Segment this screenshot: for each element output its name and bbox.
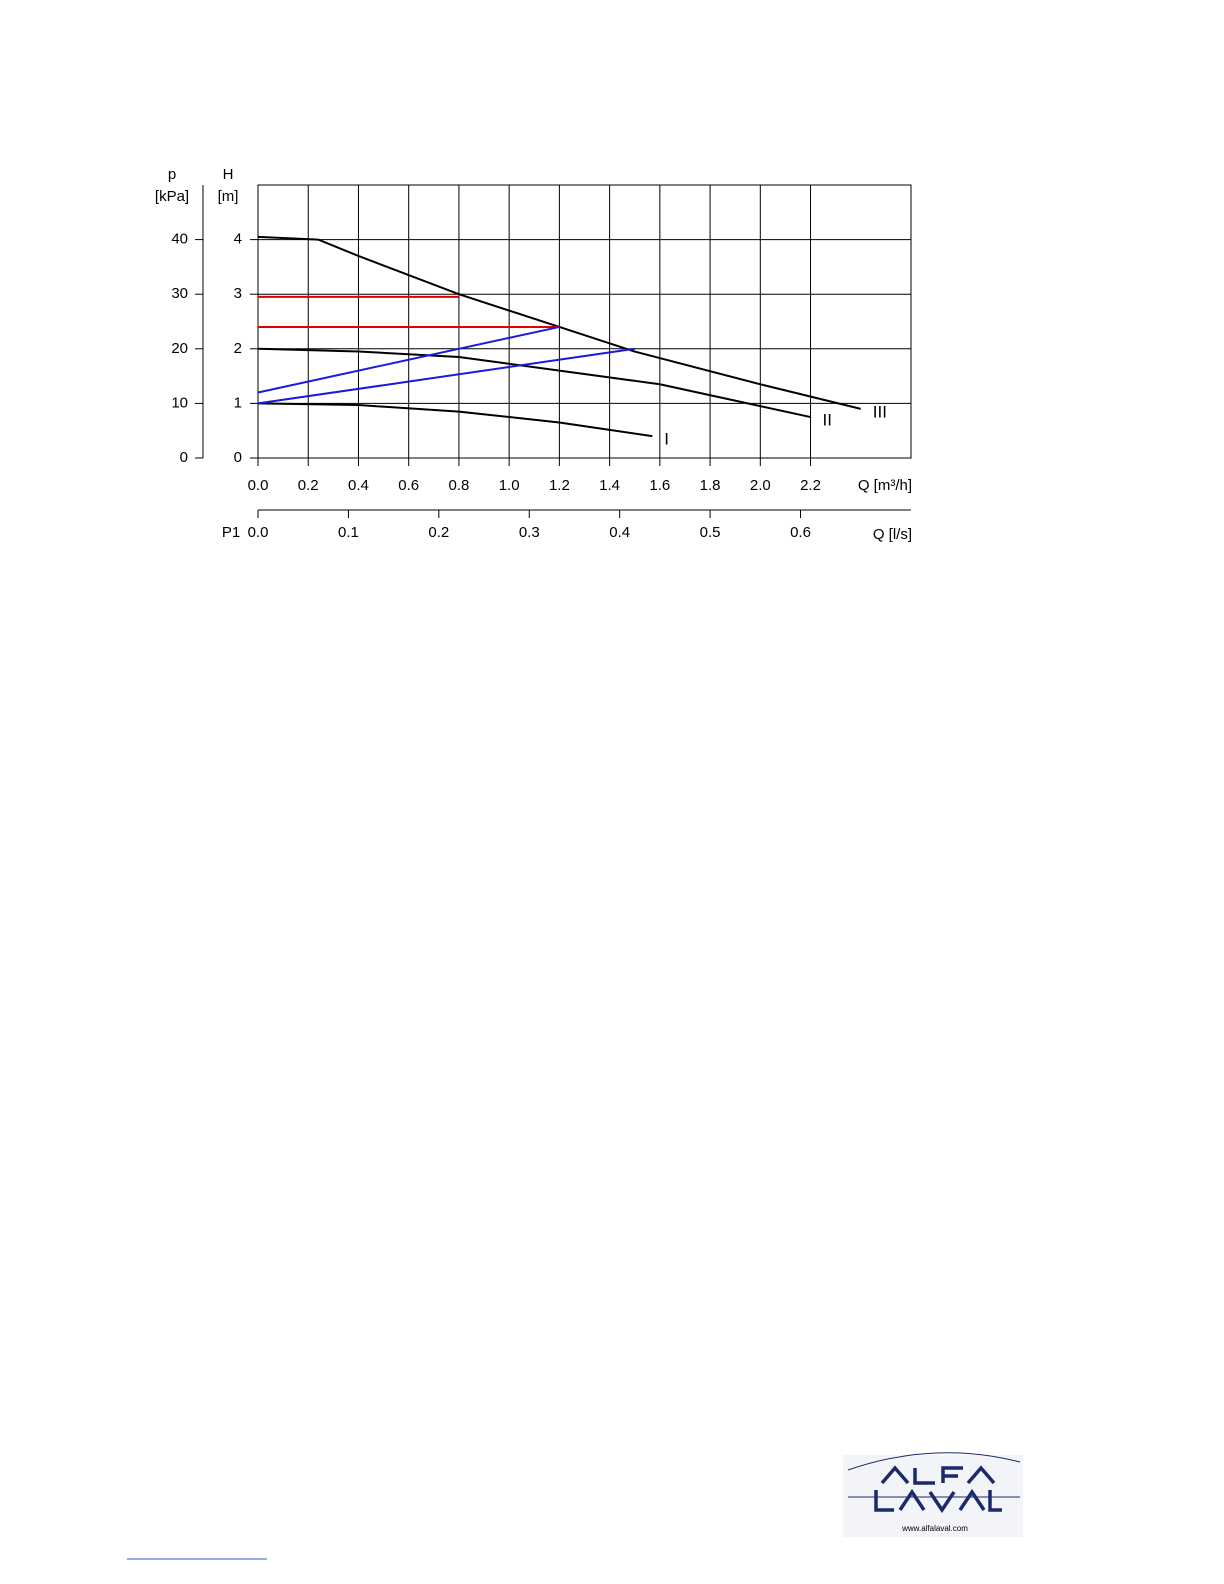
y-axis-unit: [m]: [218, 188, 239, 205]
y-tick-label: 2: [234, 340, 242, 357]
x-tick-label: 1.8: [700, 477, 721, 494]
x-tick-label: 2.2: [800, 477, 821, 494]
y-tick-label: 4: [234, 231, 242, 248]
x2-tick-label: 0.4: [609, 524, 630, 541]
left-axis-title: p: [168, 166, 176, 183]
x-tick-label: 2.0: [750, 477, 771, 494]
x2-tick-label: 0.2: [428, 524, 449, 541]
x-tick-label: 0.2: [298, 477, 319, 494]
y2-tick-label: 10: [171, 394, 188, 411]
plot-frame: [257, 184, 912, 459]
website: www.alfalaval.com: [901, 1524, 968, 1533]
x-tick-label: 0.4: [348, 477, 369, 494]
x-tick-label: 1.4: [599, 477, 620, 494]
curve: [257, 325, 560, 394]
x2-tick-label: 0.1: [338, 524, 359, 541]
x2-tick-label: 0.5: [700, 524, 721, 541]
y-axis-title: H: [223, 166, 234, 183]
curve-label: III: [873, 402, 887, 421]
x2-tick-label: 0.6: [790, 524, 811, 541]
x-tick-label: 0.6: [398, 477, 419, 494]
x-tick-label: 1.0: [499, 477, 520, 494]
curve-label: II: [823, 411, 832, 430]
x2-prefix: P1: [222, 524, 240, 541]
x-axis-title: Q [m³/h]: [858, 477, 912, 494]
x-tick-label: 0.0: [248, 477, 269, 494]
y-tick-label: 3: [234, 285, 242, 302]
logo: www.alfalaval.com: [843, 1452, 1023, 1537]
y-tick-label: 0: [234, 449, 242, 466]
curve: [257, 235, 862, 410]
y2-tick-label: 20: [171, 340, 188, 357]
y-tick-label: 1: [234, 394, 242, 411]
curve-label: I: [664, 430, 669, 449]
x2-tick-label: 0.3: [519, 524, 540, 541]
x-tick-label: 0.8: [448, 477, 469, 494]
x2-axis-title: Q [l/s]: [873, 526, 912, 543]
curve: [257, 347, 635, 405]
x-tick-label: 1.2: [549, 477, 570, 494]
y2-tick-label: 0: [180, 449, 188, 466]
curve: [257, 402, 653, 438]
x-tick-label: 1.6: [649, 477, 670, 494]
y2-tick-label: 40: [171, 231, 188, 248]
curve: [257, 347, 811, 419]
x2-tick-label: 0.0: [248, 524, 269, 541]
y2-tick-label: 30: [171, 285, 188, 302]
left-axis-unit: [kPa]: [155, 188, 189, 205]
